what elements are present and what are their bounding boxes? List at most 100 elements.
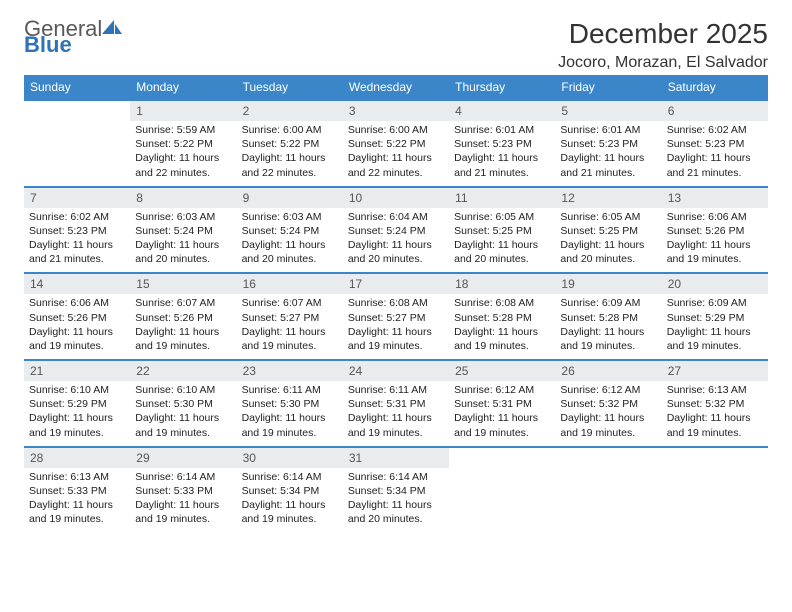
day-info-line: and 21 minutes. <box>667 166 763 180</box>
day-info-line: Sunrise: 6:02 AM <box>29 210 125 224</box>
day-info-line: Sunrise: 6:14 AM <box>135 470 231 484</box>
day-info: Sunrise: 6:00 AMSunset: 5:22 PMDaylight:… <box>348 121 444 180</box>
week-row: 1Sunrise: 5:59 AMSunset: 5:22 PMDaylight… <box>24 100 768 187</box>
day-info-line: Sunrise: 6:00 AM <box>348 123 444 137</box>
day-info-line: Daylight: 11 hours <box>135 151 231 165</box>
day-cell <box>24 100 130 187</box>
day-info-line: Sunset: 5:29 PM <box>667 311 763 325</box>
day-number: 1 <box>130 101 236 121</box>
day-number: 9 <box>237 188 343 208</box>
day-info: Sunrise: 6:11 AMSunset: 5:31 PMDaylight:… <box>348 381 444 440</box>
day-cell: 3Sunrise: 6:00 AMSunset: 5:22 PMDaylight… <box>343 100 449 187</box>
day-info-line: Daylight: 11 hours <box>348 238 444 252</box>
day-info-line: Daylight: 11 hours <box>242 498 338 512</box>
day-number: 22 <box>130 361 236 381</box>
day-info-line: and 19 minutes. <box>560 426 656 440</box>
day-number: 11 <box>449 188 555 208</box>
day-info-line: Sunset: 5:23 PM <box>667 137 763 151</box>
day-info-line: and 19 minutes. <box>454 339 550 353</box>
day-number: 19 <box>555 274 661 294</box>
day-number: 15 <box>130 274 236 294</box>
day-info-line: and 19 minutes. <box>667 426 763 440</box>
day-info: Sunrise: 6:02 AMSunset: 5:23 PMDaylight:… <box>667 121 763 180</box>
day-info-line: Sunset: 5:25 PM <box>560 224 656 238</box>
day-cell: 30 Sunrise: 6:14 AMSunset: 5:34 PMDayligh… <box>237 447 343 533</box>
day-info-line: Sunset: 5:30 PM <box>135 397 231 411</box>
day-info-line: Daylight: 11 hours <box>348 498 444 512</box>
day-info: Sunrise: 6:03 AMSunset: 5:24 PMDaylight:… <box>242 208 338 267</box>
day-info-line: Sunrise: 5:59 AM <box>135 123 231 137</box>
day-info-line: and 19 minutes. <box>135 339 231 353</box>
day-info-line: and 20 minutes. <box>135 252 231 266</box>
day-info-line: Sunrise: 6:05 AM <box>560 210 656 224</box>
day-info: Sunrise: 5:59 AMSunset: 5:22 PMDaylight:… <box>135 121 231 180</box>
day-cell: 8Sunrise: 6:03 AMSunset: 5:24 PMDaylight… <box>130 187 236 274</box>
day-cell: 20Sunrise: 6:09 AMSunset: 5:29 PMDayligh… <box>662 273 768 360</box>
day-info-line: Daylight: 11 hours <box>242 151 338 165</box>
day-info: Sunrise: 6:10 AMSunset: 5:29 PMDaylight:… <box>29 381 125 440</box>
day-info-line: Sunset: 5:26 PM <box>29 311 125 325</box>
day-info: Sunrise: 6:07 AMSunset: 5:26 PMDaylight:… <box>135 294 231 353</box>
day-info-line: and 21 minutes. <box>29 252 125 266</box>
day-info-line: Sunset: 5:34 PM <box>242 484 338 498</box>
day-info-line: Daylight: 11 hours <box>454 411 550 425</box>
day-info: Sunrise: 6:14 AMSunset: 5:33 PMDaylight:… <box>135 468 231 527</box>
day-cell <box>662 447 768 533</box>
day-info-line: Daylight: 11 hours <box>454 325 550 339</box>
day-cell: 26Sunrise: 6:12 AMSunset: 5:32 PMDayligh… <box>555 360 661 447</box>
day-info-line: Daylight: 11 hours <box>667 238 763 252</box>
weekday-header-row: Sunday Monday Tuesday Wednesday Thursday… <box>24 75 768 100</box>
day-info-line: Sunset: 5:26 PM <box>135 311 231 325</box>
day-info-line: Sunset: 5:28 PM <box>560 311 656 325</box>
weekday-friday: Friday <box>555 75 661 100</box>
day-info-line: Sunrise: 6:14 AM <box>242 470 338 484</box>
day-number: 26 <box>555 361 661 381</box>
calendar-page: General December 2025 Jocoro, Morazan, E… <box>0 0 792 542</box>
day-info-line: and 19 minutes. <box>135 512 231 526</box>
day-info-line: Daylight: 11 hours <box>454 151 550 165</box>
day-info-line: and 19 minutes. <box>667 339 763 353</box>
day-cell: 13Sunrise: 6:06 AMSunset: 5:26 PMDayligh… <box>662 187 768 274</box>
day-info-line: Sunset: 5:28 PM <box>454 311 550 325</box>
day-info-line: and 19 minutes. <box>454 426 550 440</box>
weekday-saturday: Saturday <box>662 75 768 100</box>
day-cell <box>449 447 555 533</box>
day-info-line: and 21 minutes. <box>560 166 656 180</box>
day-number: 7 <box>24 188 130 208</box>
weekday-wednesday: Wednesday <box>343 75 449 100</box>
day-info-line: Sunrise: 6:07 AM <box>135 296 231 310</box>
day-number: 31 <box>343 448 449 468</box>
day-info-line: Sunrise: 6:00 AM <box>242 123 338 137</box>
day-info: Sunrise: 6:07 AMSunset: 5:27 PMDaylight:… <box>242 294 338 353</box>
day-cell: 17Sunrise: 6:08 AMSunset: 5:27 PMDayligh… <box>343 273 449 360</box>
day-info: Sunrise: 6:05 AMSunset: 5:25 PMDaylight:… <box>560 208 656 267</box>
day-info-line: Sunset: 5:24 PM <box>135 224 231 238</box>
day-info: Sunrise: 6:02 AMSunset: 5:23 PMDaylight:… <box>29 208 125 267</box>
day-number: 30 <box>237 448 343 468</box>
day-info-line: and 19 minutes. <box>667 252 763 266</box>
day-info-line: Sunset: 5:32 PM <box>560 397 656 411</box>
day-info-line: and 20 minutes. <box>348 252 444 266</box>
day-cell: 9Sunrise: 6:03 AMSunset: 5:24 PMDaylight… <box>237 187 343 274</box>
day-number: 18 <box>449 274 555 294</box>
day-info: Sunrise: 6:00 AMSunset: 5:22 PMDaylight:… <box>242 121 338 180</box>
day-cell: 11Sunrise: 6:05 AMSunset: 5:25 PMDayligh… <box>449 187 555 274</box>
day-info-line: Sunset: 5:27 PM <box>242 311 338 325</box>
day-cell: 21Sunrise: 6:10 AMSunset: 5:29 PMDayligh… <box>24 360 130 447</box>
day-info-line: and 22 minutes. <box>242 166 338 180</box>
day-info-line: and 19 minutes. <box>29 426 125 440</box>
logo-sail-icon <box>102 18 122 34</box>
day-number: 23 <box>237 361 343 381</box>
day-number: 4 <box>449 101 555 121</box>
day-info-line: Daylight: 11 hours <box>29 238 125 252</box>
day-info-line: and 19 minutes. <box>242 339 338 353</box>
day-info-line: and 19 minutes. <box>348 339 444 353</box>
day-number: 13 <box>662 188 768 208</box>
day-cell <box>555 447 661 533</box>
day-info-line: Sunrise: 6:11 AM <box>242 383 338 397</box>
day-info-line: Sunset: 5:30 PM <box>242 397 338 411</box>
day-info-line: Sunset: 5:31 PM <box>454 397 550 411</box>
day-number: 27 <box>662 361 768 381</box>
day-info-line: Sunset: 5:33 PM <box>29 484 125 498</box>
day-info: Sunrise: 6:05 AMSunset: 5:25 PMDaylight:… <box>454 208 550 267</box>
